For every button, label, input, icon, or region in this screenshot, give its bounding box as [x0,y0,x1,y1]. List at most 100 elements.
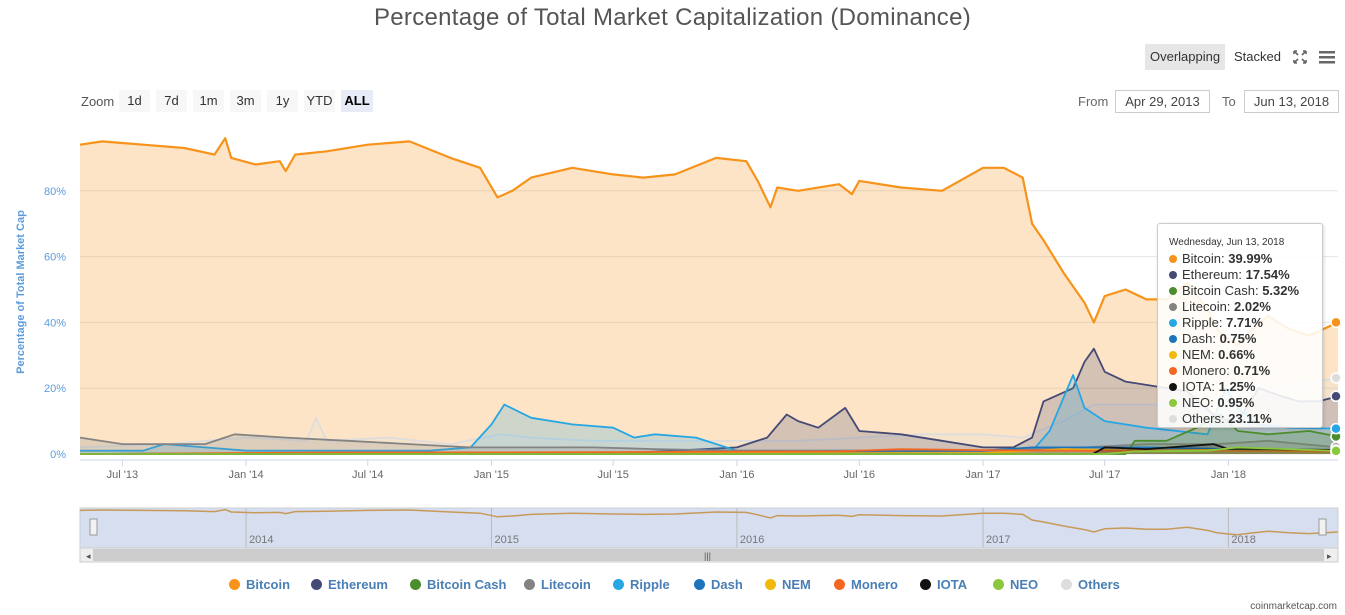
scroll-left-icon[interactable]: ◂ [86,551,91,561]
tooltip-series-value: 0.66% [1218,347,1255,362]
x-tick-label: Jan '15 [474,469,509,481]
legend-label: Bitcoin [246,577,291,592]
legend-dot-icon [1061,579,1072,590]
tooltip-series-name: Dash: [1182,331,1220,346]
zoom-1y-button[interactable]: 1y [267,90,298,112]
legend-dot-icon [524,579,535,590]
tooltip-series-name: Ethereum: [1182,267,1246,282]
legend-label: Others [1078,577,1120,592]
navigator-year-label: 2017 [986,534,1010,546]
tooltip-row-others: Others: 23.11% [1169,411,1272,427]
zoom-all-button[interactable]: ALL [341,90,373,112]
y-tick-label: 40% [44,317,66,329]
to-date-input[interactable]: Jun 13, 2018 [1244,90,1339,113]
legend-item-others[interactable]: Others [1061,577,1120,595]
scrollbar-grip-icon[interactable]: ||| [704,551,711,561]
tooltip-series-value: 5.32% [1262,283,1300,298]
tooltip-dot-icon [1169,287,1177,295]
legend-item-monero[interactable]: Monero [834,577,898,595]
legend-item-litecoin[interactable]: Litecoin [524,577,591,595]
tooltip-row-bitcoin-cash: Bitcoin Cash: 5.32% [1169,283,1299,299]
tooltip-row-neo: NEO: 0.95% [1169,395,1254,411]
from-label: From [1078,94,1109,109]
legend-dot-icon [834,579,845,590]
tooltip-series-name: Bitcoin: [1182,251,1229,266]
tooltip-date: Wednesday, Jun 13, 2018 [1169,237,1285,248]
menu-icon[interactable] [1316,46,1338,68]
legend-item-iota[interactable]: IOTA [920,577,967,595]
legend-label: NEO [1010,577,1039,592]
fullscreen-icon[interactable] [1289,46,1311,68]
series-area-dash [80,447,1338,454]
grid-lines [80,190,1338,461]
tooltip-dot-icon [1169,271,1177,279]
navigator-year-label: 2015 [494,534,518,546]
tooltip-series-name: Ripple: [1182,315,1227,330]
credit-link[interactable]: coinmarketcap.com [1250,601,1337,612]
tooltip-series-name: Monero: [1182,363,1234,378]
stacked-button[interactable]: Stacked [1234,49,1281,64]
overlapping-button[interactable]: Overlapping [1145,44,1226,70]
legend-item-bitcoin[interactable]: Bitcoin [229,577,290,595]
legend-item-ethereum[interactable]: Ethereum [311,577,388,595]
tooltip-row-litecoin: Litecoin: 2.02% [1169,299,1271,315]
chart-title: Percentage of Total Market Capitalizatio… [373,4,972,31]
legend-dot-icon [311,579,322,590]
legend-label: Ethereum [328,577,388,592]
tooltip-series-name: Litecoin: [1182,299,1235,314]
tooltip-row-dash: Dash: 0.75% [1169,331,1256,347]
tooltip-series-value: 0.95% [1217,395,1255,410]
series-area-neo [80,447,1338,454]
navigator-right-handle[interactable] [1318,518,1327,536]
tooltip-series-name: NEO: [1182,395,1218,410]
tooltip: Wednesday, Jun 13, 2018 Bitcoin: 39.99% E… [1157,223,1323,428]
x-tick-label: Jul '14 [352,469,383,481]
zoom-1m-button[interactable]: 1m [193,90,224,112]
zoom-3m-button[interactable]: 3m [230,90,261,112]
legend-dot-icon [613,579,624,590]
series-layer [79,137,1339,455]
legend-dot-icon [229,579,240,590]
legend-label: IOTA [937,577,968,592]
legend-item-dash[interactable]: Dash [694,577,743,595]
navigator-year-label: 2014 [249,534,273,546]
navigator-scrollbar-thumb[interactable] [93,549,1324,561]
scroll-right-icon[interactable]: ▸ [1327,551,1332,561]
x-tick-label: Jan '18 [1211,469,1246,481]
zoom-7d-button[interactable]: 7d [156,90,187,112]
series-area-others [80,378,1338,454]
navigator[interactable]: 2014 2015 2016 2017 2018 ◂ ▸ ||| [79,507,1339,563]
navigator-line [79,508,1339,536]
tooltip-series-name: IOTA: [1182,379,1219,394]
tooltip-row-ethereum: Ethereum: 17.54% [1169,267,1290,283]
x-tick-label: Jul '16 [844,469,875,481]
tooltip-dot-icon [1169,255,1177,263]
navigator-year-label: 2016 [740,534,764,546]
legend-dot-icon [765,579,776,590]
to-label: To [1222,94,1236,109]
x-axis-ticks: Jul '13 Jan '14 Jul '14 Jan '15 Jul '15 Jan '… [107,460,1246,481]
legend-label: Dash [711,577,743,592]
series-area-ripple [80,375,1338,454]
tooltip-series-value: 7.71% [1226,315,1263,330]
tooltip-row-bitcoin: Bitcoin: 39.99% [1169,251,1272,267]
zoom-1d-button[interactable]: 1d [119,90,150,112]
tooltip-series-value: 0.71% [1233,363,1271,378]
legend-item-nem[interactable]: NEM [765,577,811,595]
legend-dot-icon [410,579,421,590]
tooltip-dot-icon [1169,319,1177,327]
legend-item-bitcoin-cash[interactable]: Bitcoin Cash [410,577,506,595]
y-tick-label: 80% [44,186,66,198]
series-line-ripple [80,374,1339,452]
end-marker-others [1330,372,1342,384]
tooltip-row-monero: Monero: 0.71% [1169,363,1270,379]
legend-item-neo[interactable]: NEO [993,577,1038,595]
legend-item-ripple[interactable]: Ripple [613,577,670,595]
tooltip-series-value: 39.99% [1228,251,1273,266]
from-date-input[interactable]: Apr 29, 2013 [1115,90,1210,113]
zoom-ytd-button[interactable]: YTD [304,90,335,112]
navigator-left-handle[interactable] [89,518,98,536]
x-tick-label: Jan '14 [229,469,264,481]
tooltip-series-value: 0.75% [1219,331,1257,346]
tooltip-dot-icon [1169,303,1177,311]
